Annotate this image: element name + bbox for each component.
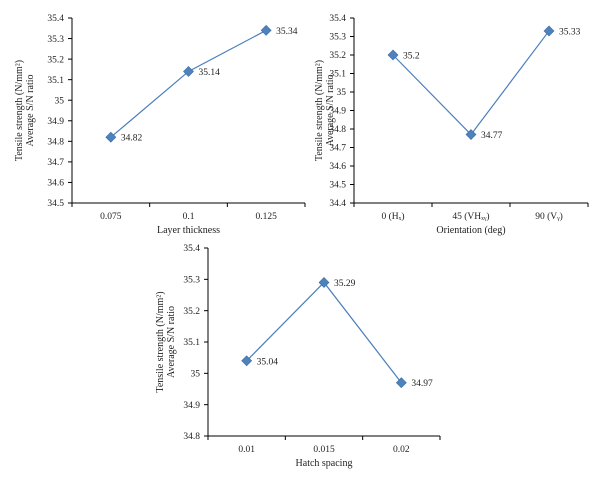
data-point	[387, 49, 399, 61]
data-point	[543, 25, 555, 37]
x-tick-label: 90 (Vᵧ)	[535, 211, 563, 222]
y-axis-title: Average S/N ratio	[166, 306, 177, 378]
x-tick-label: 0.125	[255, 212, 277, 222]
x-axis-title: Layer thickness	[157, 225, 220, 236]
chart-1: 34.5 34.6 34.7 34.8 34.9 35 35.1 35.2 35.3 35.4 0.…	[14, 14, 306, 236]
y-tick-label: 35	[337, 88, 347, 98]
y-tick-label: 35.3	[47, 35, 64, 45]
x-tick-label: 0 (Hₓ)	[381, 211, 404, 222]
x-tick-label: 45 (VHₓᵧ)	[452, 211, 489, 222]
data-label: 35.04	[257, 357, 279, 367]
data-label: 35.2	[403, 52, 420, 62]
y-tick-label: 34.8	[47, 138, 64, 148]
y-tick-label: 35.3	[183, 276, 200, 286]
x-tick-label: 0.02	[393, 445, 410, 455]
data-point	[105, 131, 117, 143]
series-line	[246, 281, 402, 384]
y-tick-label: 35.2	[47, 55, 64, 65]
y-tick-label: 34.4	[329, 199, 346, 209]
y-tick-label: 35.3	[329, 33, 346, 43]
y-tick-label: 34.9	[329, 107, 346, 117]
chart-2: 34.4 34.5 34.6 34.7 34.8 34.9 35 35.1 35.2 35.3 35…	[314, 14, 589, 236]
data-label: 35.34	[276, 27, 298, 37]
data-point	[318, 277, 330, 288]
y-tick-label: 34.6	[329, 162, 346, 172]
y-tick-label: 34.9	[47, 117, 64, 127]
y-tick-label: 34.8	[329, 125, 346, 135]
x-axis-title: Hatch spacing	[296, 458, 353, 469]
data-label: 35.14	[199, 68, 221, 78]
series-line	[392, 30, 550, 136]
x-axis-title: Orientation (deg)	[436, 225, 505, 236]
data-point	[241, 355, 253, 367]
y-tick-label: 34.7	[329, 144, 346, 154]
y-tick-label: 35.2	[183, 307, 200, 317]
y-tick-label: 35.4	[183, 244, 200, 254]
x-tick-label: 0.1	[183, 212, 195, 222]
y-tick-label: 34.5	[329, 181, 346, 191]
y-tick-label: 34.8	[183, 432, 200, 442]
y-tick-label: 35.1	[329, 70, 346, 80]
y-tick-label: 35.2	[329, 51, 346, 61]
x-tick-label: 0.015	[313, 445, 335, 455]
data-label: 34.97	[411, 379, 433, 389]
series-line	[110, 29, 267, 138]
y-tick-label: 34.7	[47, 158, 64, 168]
data-label: 34.82	[121, 134, 143, 144]
y-axis-title: Average S/N ratio	[325, 74, 336, 146]
data-point	[260, 24, 272, 36]
data-point	[183, 66, 194, 77]
y-tick-label: 34.9	[183, 401, 200, 411]
data-point	[395, 377, 407, 389]
chart-3: 34.8 34.9 35 35.1 35.2 35.3 35.4 0.01 0.015 0.02 H…	[155, 244, 441, 469]
x-tick-label: 0.075	[100, 212, 122, 222]
y-axis-title: Tensile strength (N/mm²)	[155, 291, 166, 392]
y-tick-label: 35.1	[47, 76, 64, 86]
y-tick-label: 35.4	[47, 14, 64, 24]
y-tick-label: 34.5	[47, 199, 64, 209]
y-tick-label: 34.6	[47, 179, 64, 189]
y-tick-label: 35	[191, 370, 201, 380]
data-point	[465, 129, 477, 140]
y-tick-label: 35	[55, 96, 65, 106]
x-tick-label: 0.01	[238, 445, 255, 455]
y-axis-title: Tensile strength (N/mm²)	[14, 60, 25, 161]
y-tick-label: 35.1	[183, 338, 200, 348]
data-label: 35.29	[334, 279, 356, 289]
y-axis-title: Tensile strength (N/mm²)	[314, 60, 325, 161]
y-axis-title: Average S/N ratio	[25, 74, 36, 146]
data-label: 34.77	[481, 131, 503, 141]
y-tick-label: 35.4	[329, 14, 346, 24]
data-label: 35.33	[559, 27, 581, 37]
